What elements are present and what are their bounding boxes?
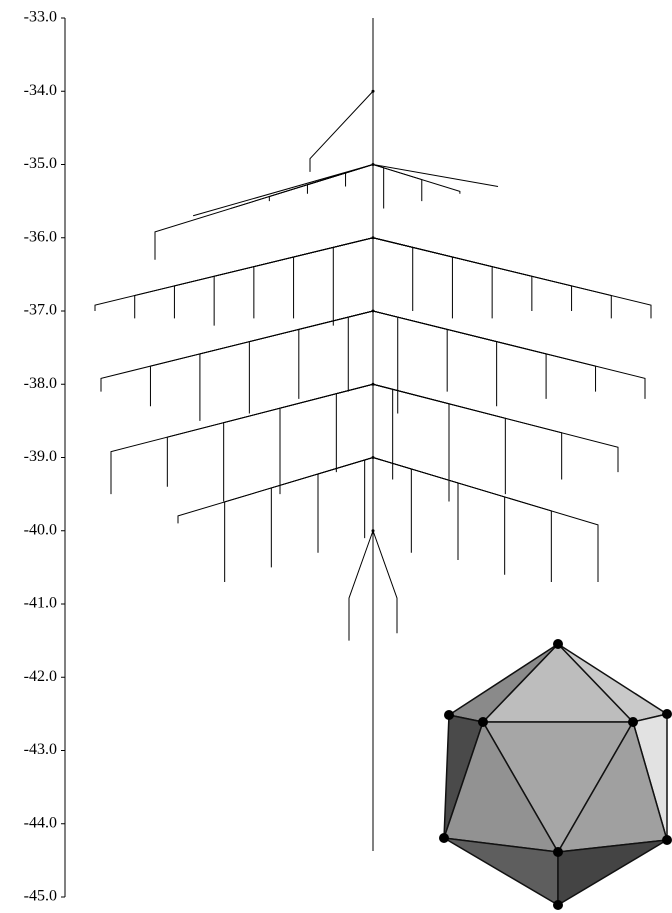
branch xyxy=(95,238,373,311)
branch xyxy=(373,384,393,479)
y-tick-label: -33.0 xyxy=(24,9,57,26)
branch xyxy=(200,311,373,421)
branch xyxy=(349,531,373,641)
branch xyxy=(373,384,618,472)
branch xyxy=(373,165,422,202)
branch xyxy=(373,384,562,479)
branch xyxy=(365,458,373,539)
branch xyxy=(373,311,546,399)
branch xyxy=(150,311,373,406)
y-tick-label: -40.0 xyxy=(24,521,57,538)
icosahedron xyxy=(439,639,672,910)
y-tick-label: -35.0 xyxy=(24,155,57,172)
branch xyxy=(373,531,397,634)
branch xyxy=(373,165,498,187)
y-tick-label: -44.0 xyxy=(24,814,57,831)
branch xyxy=(373,311,497,406)
branch xyxy=(373,165,460,194)
branch xyxy=(299,311,373,399)
branch xyxy=(373,311,645,399)
branch xyxy=(271,458,373,568)
branch xyxy=(280,384,373,494)
branch xyxy=(373,458,551,583)
branch xyxy=(307,165,373,194)
y-tick-label: -39.0 xyxy=(24,448,57,465)
branch xyxy=(373,238,413,311)
y-tick-label: -45.0 xyxy=(24,888,57,905)
branch xyxy=(346,165,373,187)
branch xyxy=(373,458,458,561)
y-tick-label: -34.0 xyxy=(24,82,57,99)
y-tick-label: -43.0 xyxy=(24,741,57,758)
y-tick-label: -42.0 xyxy=(24,668,57,685)
branch xyxy=(373,238,651,319)
y-tick-label: -38.0 xyxy=(24,375,57,392)
y-tick-label: -36.0 xyxy=(24,228,57,245)
branch xyxy=(254,238,373,319)
branch xyxy=(193,165,373,216)
branch xyxy=(348,311,373,392)
branch xyxy=(224,384,373,501)
branch xyxy=(373,458,598,583)
y-tick-label: -37.0 xyxy=(24,302,57,319)
chart: -33.0 -34.0 -35.0 -36.0 -37.0 -38.0 -39.0 -40.0… xyxy=(0,0,672,913)
branch xyxy=(178,458,373,524)
branch xyxy=(310,91,373,172)
branch xyxy=(269,165,373,202)
branch xyxy=(373,238,492,319)
branch xyxy=(373,238,572,311)
branch xyxy=(174,238,373,319)
branch xyxy=(373,311,398,414)
branch xyxy=(101,311,373,392)
branch xyxy=(373,311,447,392)
branch xyxy=(373,165,384,209)
branch xyxy=(167,384,373,487)
y-tick-label: -41.0 xyxy=(24,595,57,612)
branch xyxy=(373,311,596,392)
branch xyxy=(225,458,373,583)
